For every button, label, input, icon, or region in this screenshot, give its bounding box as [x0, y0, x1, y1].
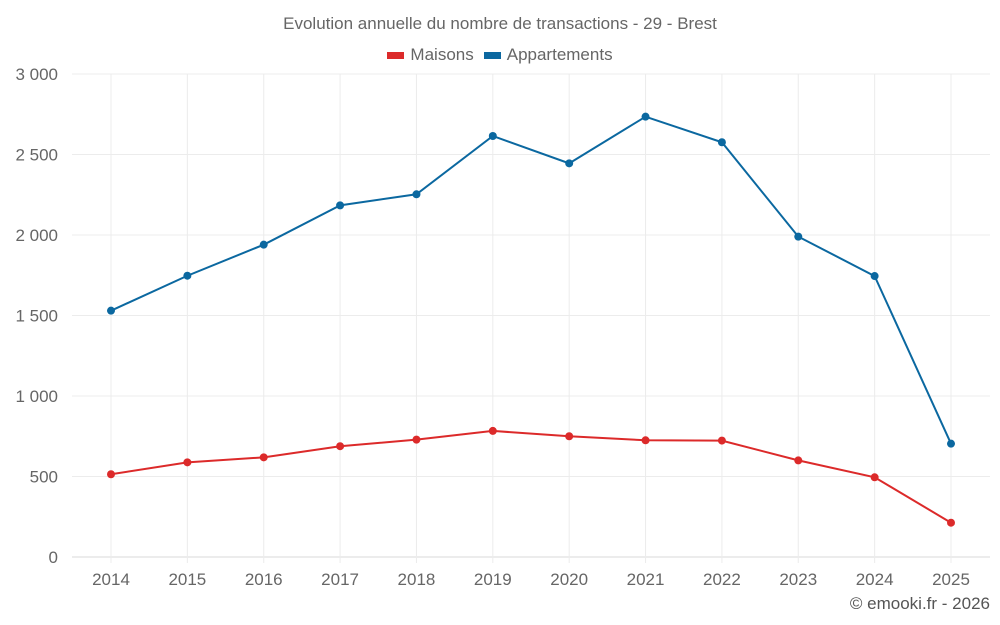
x-tick-label: 2024: [856, 570, 894, 589]
y-tick-label: 3 000: [15, 65, 58, 84]
data-point-appartements: [641, 112, 650, 121]
y-tick-label: 2 500: [15, 146, 58, 165]
data-point-maisons: [717, 436, 726, 445]
data-point-maisons: [488, 426, 497, 435]
legend-item-maisons[interactable]: Maisons: [387, 45, 474, 65]
legend-label-maisons: Maisons: [410, 45, 474, 64]
data-point-appartements: [947, 439, 955, 448]
series-line-maisons: [110, 429, 952, 524]
x-tick-label: 2023: [779, 570, 817, 589]
y-tick-label: 2 000: [15, 226, 58, 245]
data-point-appartements: [488, 131, 497, 140]
y-tick-label: 1 000: [15, 387, 58, 406]
legend-swatch-appartements: [483, 51, 501, 59]
x-tick-label: 2025: [932, 570, 970, 589]
data-point-maisons: [259, 453, 268, 462]
x-tick-label: 2022: [703, 570, 741, 589]
legend-label-appartements: Appartements: [506, 45, 613, 64]
data-point-maisons: [794, 456, 803, 465]
data-point-maisons: [870, 473, 879, 482]
y-tick-label: 0: [49, 548, 58, 567]
legend-item-appartements[interactable]: Appartements: [483, 45, 613, 65]
data-point-appartements: [183, 271, 192, 280]
data-point-appartements: [412, 190, 421, 199]
data-point-appartements: [717, 138, 726, 147]
series-line-appartements: [110, 115, 952, 445]
x-tick-label: 2020: [550, 570, 588, 589]
data-point-appartements: [107, 306, 115, 315]
data-point-appartements: [794, 232, 803, 241]
data-point-maisons: [107, 470, 115, 479]
y-tick-label: 1 500: [15, 307, 58, 326]
legend: Maisons Appartements: [0, 45, 1000, 65]
data-point-maisons: [336, 442, 345, 451]
data-point-appartements: [336, 201, 345, 210]
x-tick-label: 2017: [321, 570, 359, 589]
credit-text: © emooki.fr - 2026: [849, 594, 990, 613]
data-point-maisons: [641, 436, 650, 445]
data-point-appartements: [259, 240, 268, 249]
x-tick-label: 2016: [245, 570, 283, 589]
legend-swatch-maisons: [387, 51, 405, 59]
data-point-maisons: [947, 518, 955, 527]
data-point-maisons: [183, 458, 192, 467]
data-point-maisons: [565, 432, 574, 441]
y-tick-label: 500: [30, 468, 58, 487]
data-point-appartements: [565, 159, 574, 168]
x-tick-label: 2021: [627, 570, 665, 589]
x-tick-label: 2014: [92, 570, 130, 589]
x-tick-label: 2019: [474, 570, 512, 589]
data-point-maisons: [412, 435, 421, 444]
chart-title: Evolution annuelle du nombre de transact…: [283, 14, 717, 33]
x-tick-label: 2015: [168, 570, 206, 589]
x-tick-label: 2018: [398, 570, 436, 589]
data-point-appartements: [870, 272, 879, 281]
